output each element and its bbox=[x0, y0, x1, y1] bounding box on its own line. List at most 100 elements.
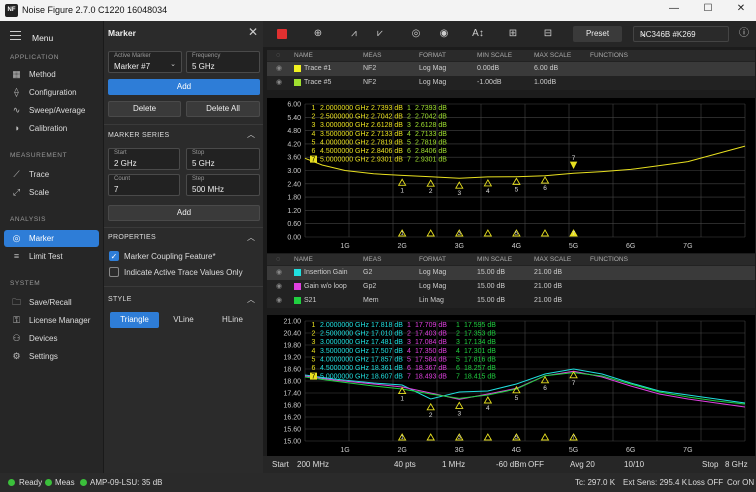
sidebar-item-license-manager[interactable]: ⚿ License Manager bbox=[4, 312, 99, 329]
points-value[interactable]: 40 pts bbox=[394, 460, 416, 469]
marker-list-value: 2.8406 dB bbox=[371, 148, 403, 155]
marker-number: 7 bbox=[572, 380, 576, 387]
sidebar-item-trace[interactable]: ⟋ Trace bbox=[4, 166, 99, 183]
gain-chart[interactable]: 21.00 20.40 19.80 19.20 18.60 18.00 17.40 16.80… bbox=[267, 315, 755, 457]
marker-list-freq: 3.5000000 GHz bbox=[320, 348, 370, 355]
autoscale-icon[interactable]: A↕ bbox=[472, 28, 484, 39]
instrument-select[interactable]: NC346B #K269 ⌄ bbox=[633, 26, 729, 42]
chart-add-icon[interactable]: ⩘ bbox=[351, 28, 357, 39]
menu-toggle[interactable]: Menu bbox=[0, 26, 103, 48]
table-row[interactable]: ◉ Trace #1 NF2 Log Mag 0.00dB 6.00 dB bbox=[267, 62, 755, 76]
marker-list-value: 17.134 dB bbox=[464, 339, 496, 346]
table-row[interactable]: ◉ Insertion Gain G2 Log Mag 15.00 dB 21.… bbox=[267, 266, 755, 280]
stop-icon[interactable] bbox=[277, 29, 287, 39]
ext-sens-status: Ext Sens: 295.4 K bbox=[623, 478, 688, 487]
axis-marker-number: 7 bbox=[572, 231, 575, 237]
indicate-checkbox[interactable] bbox=[109, 267, 119, 277]
save-icon: 🗀 bbox=[11, 297, 21, 307]
field-label: Frequency bbox=[192, 53, 221, 59]
info-icon[interactable]: ⓘ bbox=[739, 28, 749, 39]
sidebar-item-settings[interactable]: ⚙ Settings bbox=[4, 348, 99, 365]
devices-icon: ⚇ bbox=[12, 333, 21, 343]
sidebar-item-limit-test[interactable]: ≡ Limit Test bbox=[4, 248, 99, 265]
stop-value[interactable]: 8 GHz bbox=[725, 460, 748, 469]
power-state[interactable]: OFF bbox=[528, 460, 544, 469]
style-triangle-button[interactable]: Triangle bbox=[110, 312, 159, 328]
marker-remove-icon[interactable]: ◉ bbox=[439, 28, 449, 39]
eye-icon[interactable]: ◉ bbox=[276, 283, 283, 290]
step-value[interactable]: 1 MHz bbox=[442, 460, 466, 469]
maximize-button[interactable]: ☐ bbox=[703, 3, 713, 14]
trace-max: 21.00 dB bbox=[534, 269, 563, 276]
add-marker-button[interactable]: Add bbox=[108, 79, 260, 95]
avg-value[interactable]: Avg 20 bbox=[570, 460, 595, 469]
eye-icon[interactable]: ◉ bbox=[276, 65, 283, 72]
chart-remove-icon[interactable]: ⩗ bbox=[377, 28, 383, 39]
frequency-field[interactable]: Frequency 5 GHz bbox=[186, 51, 260, 73]
chevron-up-icon[interactable]: ︿ bbox=[247, 130, 255, 139]
step-field[interactable]: Step 500 MHz bbox=[186, 174, 260, 196]
marker-list-value: 17.857 dB bbox=[371, 356, 403, 363]
delete-all-button[interactable]: Delete All bbox=[186, 101, 260, 117]
style-heading: STYLE bbox=[108, 296, 132, 303]
sidebar-item-calibration[interactable]: ◑ Calibration bbox=[4, 120, 99, 137]
window-add-icon[interactable]: ⊞ bbox=[508, 28, 518, 39]
minimize-button[interactable]: — bbox=[669, 3, 679, 14]
y-tick-label: 20.40 bbox=[283, 331, 301, 338]
chevron-up-icon[interactable]: ︿ bbox=[247, 295, 255, 304]
marker-list-value: 2.8406 dB bbox=[415, 148, 447, 155]
style-hline-button[interactable]: HLine bbox=[222, 315, 243, 324]
close-window-button[interactable]: ✕ bbox=[736, 3, 746, 14]
hamburger-icon bbox=[10, 31, 21, 40]
sidebar-item-method[interactable]: ▦ Method bbox=[4, 66, 99, 83]
series-add-button[interactable]: Add bbox=[108, 205, 260, 221]
marker-list-value: 2.7393 dB bbox=[415, 105, 447, 112]
stop-field[interactable]: Stop 5 GHz bbox=[186, 148, 260, 170]
active-marker-select[interactable]: Active Marker Marker #7 ⌄ bbox=[108, 51, 182, 73]
col-functions: FUNCTIONS bbox=[590, 52, 628, 59]
visibility-icon[interactable]: ◌ bbox=[276, 52, 281, 59]
marker-add-icon[interactable]: ◎ bbox=[411, 28, 421, 39]
sidebar-item-label: Sweep/Average bbox=[29, 106, 86, 115]
marker-list-value: 17.350 dB bbox=[415, 348, 447, 355]
marker-triangle bbox=[483, 396, 493, 404]
close-icon[interactable]: ✕ bbox=[247, 25, 259, 39]
table-row[interactable]: ◉ Trace #5 NF2 Log Mag -1.00dB 1.00dB bbox=[267, 76, 755, 90]
marker-list-number: 5 bbox=[407, 139, 411, 146]
field-label: Start bbox=[114, 150, 127, 156]
sidebar-item-marker[interactable]: ◎ Marker bbox=[4, 230, 99, 247]
marker-list-value: 2.9301 dB bbox=[415, 157, 447, 164]
eye-icon[interactable]: ◉ bbox=[276, 79, 283, 86]
table-row[interactable]: ◉ S21 Mem Lin Mag 15.00 dB 21.00 dB bbox=[267, 294, 755, 308]
noise-figure-chart[interactable]: 6.00 5.40 4.80 4.20 3.60 3.00 2.40 1.80 1.20 0.60… bbox=[267, 98, 755, 253]
marker-list-freq: 2.0000000 GHz bbox=[320, 105, 370, 112]
start-field[interactable]: Start 2 GHz bbox=[108, 148, 180, 170]
table-row[interactable]: ◉ Gain w/o loop Gp2 Log Mag 15.00 dB 21.… bbox=[267, 280, 755, 294]
axis-marker-triangle bbox=[397, 229, 407, 237]
sidebar-item-save-recall[interactable]: 🗀 Save/Recall bbox=[4, 294, 99, 311]
start-value[interactable]: 200 MHz bbox=[297, 460, 330, 469]
sidebar-item-scale[interactable]: ⤢ Scale bbox=[4, 184, 99, 201]
layout-icon[interactable]: ⊟ bbox=[543, 28, 553, 39]
crosshair-icon[interactable]: ⊕ bbox=[313, 28, 323, 39]
preset-button[interactable]: Preset bbox=[573, 26, 622, 42]
marker-number: 1 bbox=[400, 187, 404, 194]
chevron-up-icon[interactable]: ︿ bbox=[247, 233, 255, 242]
eye-icon[interactable]: ◉ bbox=[276, 297, 283, 304]
axis-marker-triangle bbox=[540, 229, 550, 237]
eye-icon[interactable]: ◉ bbox=[276, 269, 283, 276]
trace-min: 15.00 dB bbox=[477, 297, 506, 304]
sidebar-item-devices[interactable]: ⚇ Devices bbox=[4, 330, 99, 347]
sidebar-item-sweep-average[interactable]: ∿ Sweep/Average bbox=[4, 102, 99, 119]
style-vline-button[interactable]: VLine bbox=[173, 315, 194, 324]
count-field[interactable]: Count 7 bbox=[108, 174, 180, 196]
power-value[interactable]: -60 dBm bbox=[496, 460, 527, 469]
sidebar-item-configuration[interactable]: ⟠ Configuration bbox=[4, 84, 99, 101]
gain-plot: 21.00 20.40 19.80 19.20 18.60 18.00 17.40 16.80… bbox=[283, 319, 746, 454]
visibility-icon[interactable]: ◌ bbox=[276, 256, 281, 263]
delete-button[interactable]: Delete bbox=[108, 101, 181, 117]
coupling-checkbox[interactable]: ✓ bbox=[109, 251, 119, 261]
field-value: 5 GHz bbox=[192, 62, 215, 71]
marker-list-value: 18.257 dB bbox=[464, 365, 496, 372]
bottom-status-bar: Ready Meas AMP-09-LSU: 35 dB Tc: 297.0 K… bbox=[0, 473, 756, 492]
